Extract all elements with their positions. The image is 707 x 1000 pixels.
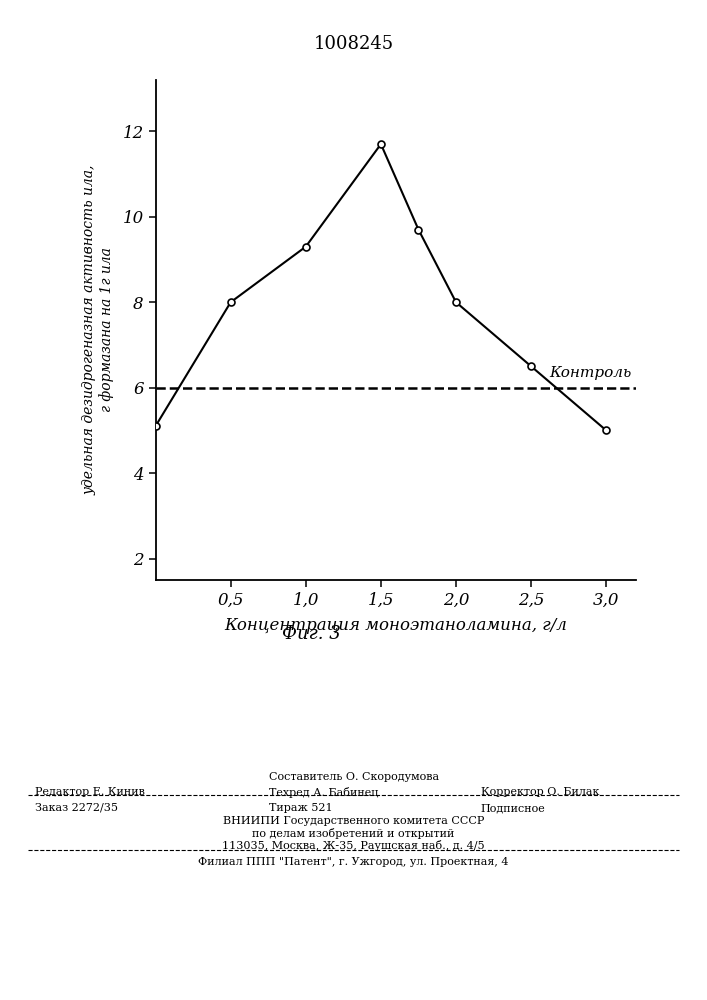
- Text: Контроль: Контроль: [549, 366, 631, 380]
- Text: Подписное: Подписное: [481, 803, 546, 813]
- Text: Составитель О. Скородумова: Составитель О. Скородумова: [269, 772, 439, 782]
- Y-axis label: удельная дезидрогеназная активность ила,
г формазана на 1г ила: удельная дезидрогеназная активность ила,…: [83, 165, 114, 495]
- Text: Тираж 521: Тираж 521: [269, 803, 332, 813]
- Text: Редактор Е. Кинив: Редактор Е. Кинив: [35, 787, 145, 797]
- Text: 113035, Москва, Ж-35, Раушская наб., д. 4/5: 113035, Москва, Ж-35, Раушская наб., д. …: [222, 840, 485, 851]
- Text: Корректор О. Билак: Корректор О. Билак: [481, 787, 599, 797]
- Text: Фиг. 3: Фиг. 3: [281, 625, 341, 643]
- Text: Заказ 2272/35: Заказ 2272/35: [35, 803, 118, 813]
- X-axis label: Концентрация моноэтаноламина, г/л: Концентрация моноэтаноламина, г/л: [225, 617, 567, 634]
- Text: по делам изобретений и открытий: по делам изобретений и открытий: [252, 828, 455, 839]
- Text: 1008245: 1008245: [313, 35, 394, 53]
- Text: Филиал ППП "Патент", г. Ужгород, ул. Проектная, 4: Филиал ППП "Патент", г. Ужгород, ул. Про…: [198, 857, 509, 867]
- Text: ВНИИПИ Государственного комитета СССР: ВНИИПИ Государственного комитета СССР: [223, 816, 484, 826]
- Text: Техред А. Бабинец: Техред А. Бабинец: [269, 787, 378, 798]
